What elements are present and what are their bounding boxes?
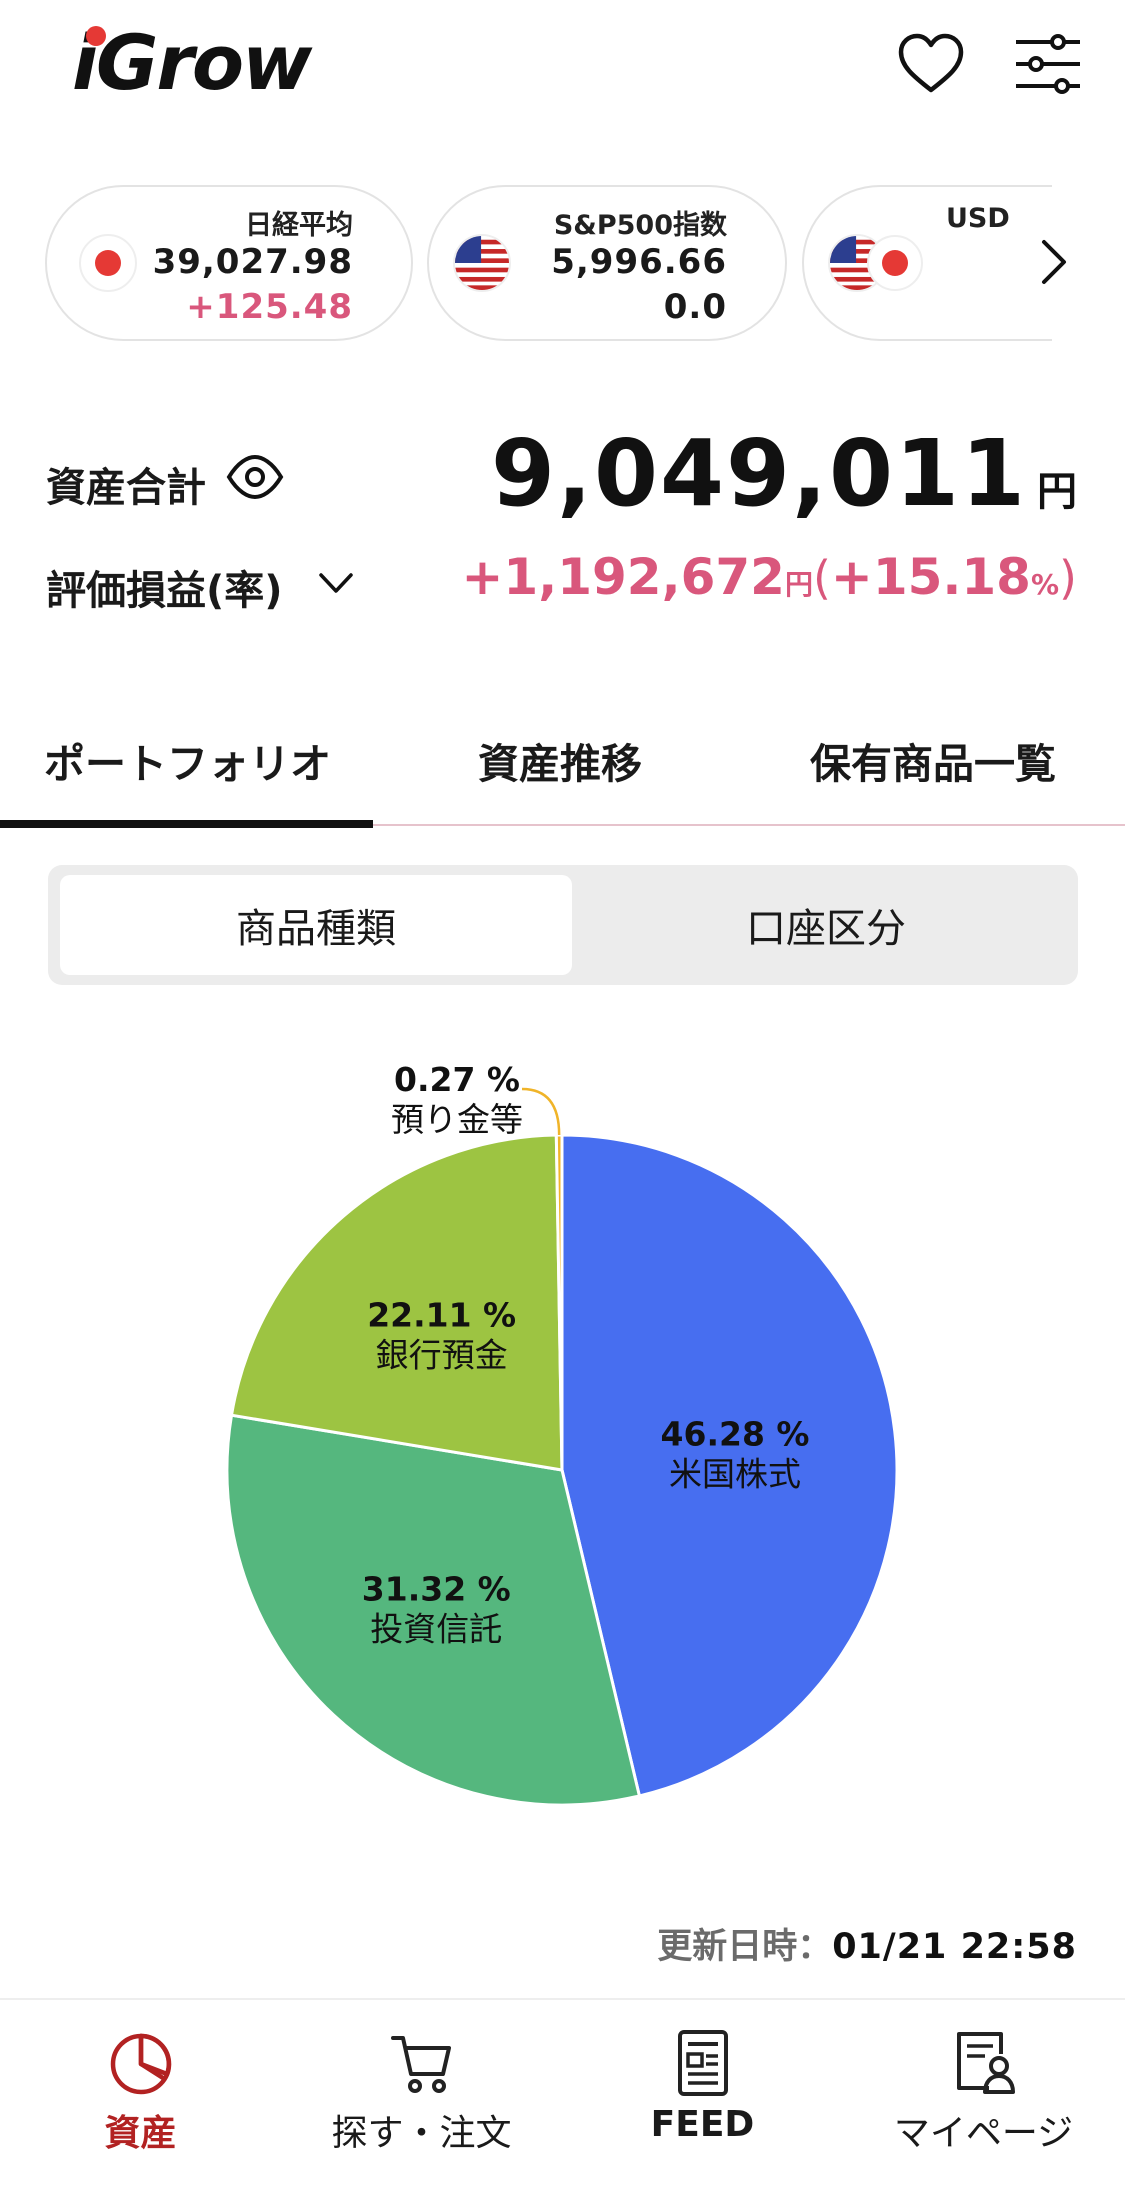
market-change: 0.0 bbox=[663, 287, 727, 327]
pie-label-percent: 31.32 % bbox=[362, 1570, 511, 1609]
market-card-nikkei[interactable]: 日経平均 39,027.98 +125.48 bbox=[45, 185, 413, 341]
chevron-right-icon[interactable] bbox=[1030, 230, 1078, 294]
pie-label-percent: 0.27 % bbox=[394, 1060, 520, 1099]
market-name: S&P500指数 bbox=[553, 210, 727, 241]
category-segment-control: 商品種類 口座区分 bbox=[48, 865, 1078, 985]
market-ticker: 日経平均 39,027.98 +125.48 S&P500指数 5,996.66… bbox=[0, 185, 1125, 345]
market-card-usd[interactable]: USD bbox=[802, 185, 1052, 341]
bottom-nav: 資産 探す・注文 FEED マイページ bbox=[0, 1998, 1125, 2190]
pie-chart-icon bbox=[110, 2033, 171, 2095]
logo-dot bbox=[86, 26, 106, 46]
app-logo: iGrow bbox=[72, 18, 312, 107]
nav-feed-label: FEED bbox=[650, 2104, 755, 2145]
profile-doc-icon bbox=[956, 2032, 1015, 2094]
news-icon bbox=[677, 2030, 728, 2096]
pie-label-name: 投資信託 bbox=[370, 1610, 502, 1649]
pl-amount: +1,192,672 bbox=[461, 548, 785, 606]
us-flag-icon bbox=[453, 234, 511, 292]
nav-feed[interactable]: FEED bbox=[562, 2000, 843, 2190]
nav-assets-label: 資産 bbox=[104, 2113, 177, 2154]
market-name: 日経平均 bbox=[245, 210, 353, 241]
market-change: +125.48 bbox=[186, 287, 353, 327]
last-updated-label: 更新日時： bbox=[657, 1927, 833, 1967]
total-assets-unit: 円 bbox=[1037, 469, 1077, 515]
tab-asset-history[interactable]: 資産推移 bbox=[478, 740, 642, 788]
segment-product-type[interactable]: 商品種類 bbox=[60, 875, 572, 975]
eye-icon[interactable] bbox=[226, 452, 284, 502]
japan-flag-icon bbox=[867, 235, 923, 291]
app-header: iGrow bbox=[0, 0, 1125, 150]
chevron-down-icon[interactable] bbox=[316, 565, 356, 601]
pie-slice-2[interactable] bbox=[229, 1133, 564, 1472]
pie-label-name: 預り金等 bbox=[391, 1100, 523, 1139]
tab-bar: ポートフォリオ 資産推移 保有商品一覧 bbox=[0, 700, 1125, 830]
japan-flag-icon bbox=[79, 234, 137, 292]
pie-label-percent: 22.11 % bbox=[367, 1295, 516, 1334]
pl-rate-unit: % bbox=[1030, 568, 1060, 601]
pie-slice-1[interactable] bbox=[225, 1413, 642, 1807]
total-assets-value: 9,049,011 bbox=[491, 420, 1027, 527]
last-updated-value: 01/21 22:58 bbox=[832, 1927, 1077, 1967]
tab-divider bbox=[0, 824, 1125, 826]
pie-label-name: 銀行預金 bbox=[376, 1335, 508, 1374]
pie-slice-3[interactable] bbox=[554, 1133, 564, 1471]
market-value: 39,027.98 bbox=[152, 242, 353, 282]
pl-unit: 円 bbox=[784, 568, 813, 601]
pie-chart-svg: 46.28 %米国株式 31.32 %投資信託 22.11 %銀行預金 0.27 %預… bbox=[225, 1060, 899, 1807]
nav-assets[interactable]: 資産 bbox=[0, 2000, 281, 2190]
last-updated: 更新日時：01/21 22:58 bbox=[657, 1918, 1077, 1969]
total-assets: 9,049,011 円 bbox=[491, 420, 1077, 527]
nav-my-page[interactable]: マイページ bbox=[843, 2000, 1124, 2190]
favorite-heart-icon[interactable] bbox=[893, 26, 969, 102]
pie-slice-0[interactable] bbox=[560, 1133, 899, 1798]
pie-leader-line bbox=[521, 1087, 561, 1136]
market-card-sp500[interactable]: S&P500指数 5,996.66 0.0 bbox=[427, 185, 787, 341]
nav-search-order[interactable]: 探す・注文 bbox=[281, 2000, 562, 2190]
nav-my-page-label: マイページ bbox=[893, 2113, 1074, 2154]
portfolio-pie-chart: 46.28 % 米国株式 31.32 % 投資信託 22.11 % 銀行預金 0.27 % 預… bbox=[0, 1040, 1125, 1840]
tab-portfolio[interactable]: ポートフォリオ bbox=[44, 740, 331, 788]
pie-label-name: 米国株式 bbox=[669, 1455, 801, 1494]
total-assets-label: 資産合計 bbox=[46, 465, 206, 511]
segment-account-type[interactable]: 口座区分 bbox=[746, 906, 906, 952]
cart-icon bbox=[390, 2036, 451, 2093]
nav-search-order-label: 探す・注文 bbox=[331, 2113, 512, 2154]
profit-loss-label[interactable]: 評価損益(率) bbox=[46, 568, 283, 614]
profit-loss-value: +1,192,672円(+15.18%) bbox=[461, 548, 1077, 606]
tab-active-indicator bbox=[0, 820, 373, 828]
settings-sliders-icon[interactable] bbox=[1010, 26, 1086, 102]
pl-rate: +15.18 bbox=[830, 548, 1031, 606]
market-name: USD bbox=[946, 203, 1010, 234]
pie-label-percent: 46.28 % bbox=[661, 1415, 810, 1454]
tab-holdings-list[interactable]: 保有商品一覧 bbox=[810, 740, 1056, 788]
market-value: 5,996.66 bbox=[551, 242, 727, 282]
